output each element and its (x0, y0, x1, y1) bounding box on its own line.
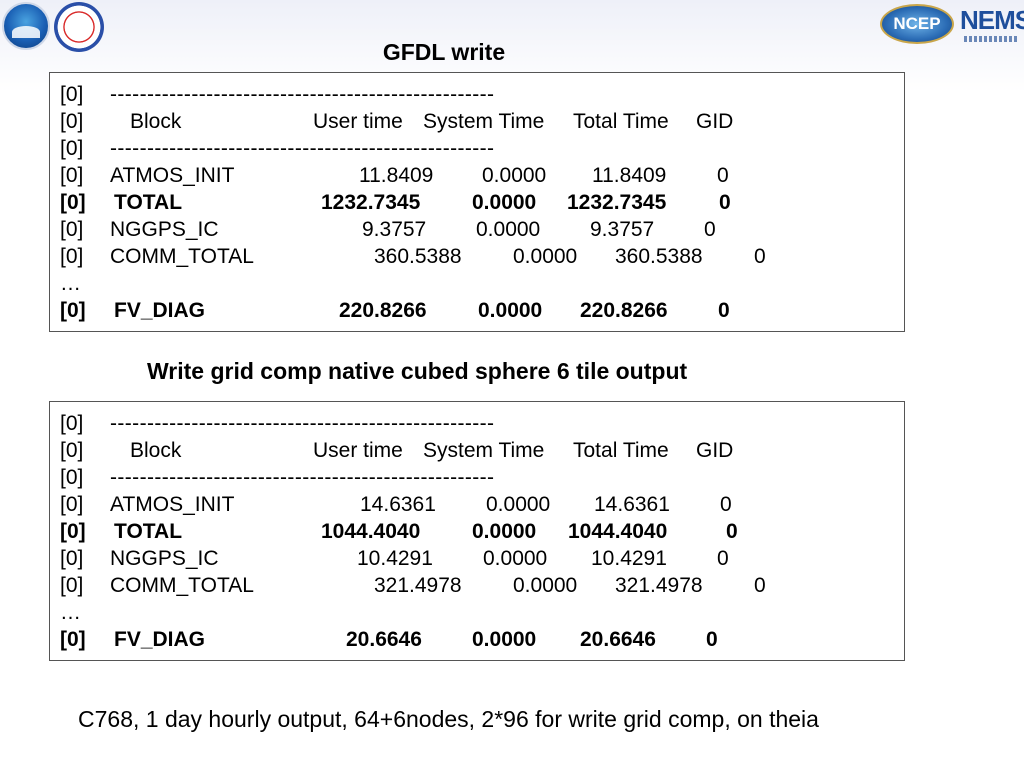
gid: 0 (706, 628, 718, 651)
header-user-time: User time (313, 439, 403, 462)
block-name: TOTAL (114, 520, 183, 543)
timing-table-write-grid: [0] ------------------------------------… (49, 401, 905, 661)
total-time: 14.6361 (594, 493, 670, 516)
system-time: 0.0000 (483, 547, 548, 570)
header-system-time: System Time (423, 110, 545, 133)
row-index: [0] (60, 299, 86, 322)
row-index: [0] (60, 439, 84, 462)
system-time: 0.0000 (513, 574, 578, 597)
page-title: GFDL write (382, 39, 506, 65)
total-time: 360.5388 (615, 245, 703, 268)
gid: 0 (726, 520, 738, 543)
row-index: [0] (60, 547, 84, 570)
total-time: 220.8266 (580, 299, 668, 322)
gid: 0 (704, 218, 716, 241)
system-time: 0.0000 (472, 520, 537, 543)
row-index: [0] (60, 110, 84, 133)
total-time: 11.8409 (592, 164, 667, 187)
timing-table-gfdl: [0] ------------------------------------… (49, 72, 905, 332)
row-index: [0] (60, 137, 84, 160)
user-time: 9.3757 (362, 218, 427, 241)
header-block: Block (130, 439, 182, 462)
system-time: 0.0000 (478, 299, 543, 322)
system-time: 0.0000 (476, 218, 541, 241)
ellipsis: … (60, 272, 81, 295)
total-time: 1232.7345 (567, 191, 667, 214)
noaa-logo-icon (2, 2, 50, 50)
nems-logo-icon: NEMS (960, 5, 1024, 46)
user-time: 360.5388 (374, 245, 462, 268)
row-index: [0] (60, 412, 84, 435)
total-time: 321.4978 (615, 574, 703, 597)
block-name: NGGPS_IC (110, 218, 219, 241)
footer-note: C768, 1 day hourly output, 64+6nodes, 2*… (78, 706, 819, 732)
row-index: [0] (60, 520, 86, 543)
separator-line: ----------------------------------------… (110, 83, 495, 106)
separator-line: ----------------------------------------… (110, 412, 495, 435)
user-time: 11.8409 (359, 164, 434, 187)
gid: 0 (719, 191, 731, 214)
total-time: 10.4291 (591, 547, 667, 570)
ellipsis: … (60, 601, 81, 624)
block-name: ATMOS_INIT (110, 493, 235, 516)
header-total-time: Total Time (573, 110, 669, 133)
header-total-time: Total Time (573, 439, 669, 462)
system-time: 0.0000 (482, 164, 547, 187)
ncep-logo-text: NCEP (893, 14, 941, 33)
user-time: 220.8266 (339, 299, 427, 322)
gid: 0 (720, 493, 732, 516)
block-name: COMM_TOTAL (110, 574, 254, 597)
row-index: [0] (60, 628, 86, 651)
block-name: FV_DIAG (114, 299, 206, 322)
block-name: FV_DIAG (114, 628, 206, 651)
header-gid: GID (696, 110, 734, 133)
row-index: [0] (60, 218, 84, 241)
gid: 0 (717, 547, 729, 570)
row-index: [0] (60, 574, 84, 597)
separator-line: ----------------------------------------… (110, 466, 495, 489)
system-time: 0.0000 (472, 628, 537, 651)
row-index: [0] (60, 191, 86, 214)
user-time: 14.6361 (360, 493, 436, 516)
user-time: 1044.4040 (321, 520, 421, 543)
total-time: 9.3757 (590, 218, 655, 241)
nems-logo-subtext (964, 36, 1018, 42)
total-time: 1044.4040 (568, 520, 668, 543)
header-user-time: User time (313, 110, 403, 133)
user-time: 1232.7345 (321, 191, 421, 214)
row-index: [0] (60, 83, 84, 106)
gid: 0 (717, 164, 729, 187)
ncep-logo-icon: NCEP (880, 4, 954, 44)
block-name: TOTAL (114, 191, 183, 214)
gid: 0 (754, 574, 766, 597)
row-index: [0] (60, 164, 84, 187)
gid: 0 (754, 245, 766, 268)
total-time: 20.6646 (580, 628, 656, 651)
header-gid: GID (696, 439, 734, 462)
block-name: NGGPS_IC (110, 547, 219, 570)
header-system-time: System Time (423, 439, 545, 462)
row-index: [0] (60, 493, 84, 516)
nems-logo-text: NEMS (960, 5, 1024, 35)
user-time: 20.6646 (346, 628, 422, 651)
row-index: [0] (60, 466, 84, 489)
row-index: [0] (60, 245, 84, 268)
system-time: 0.0000 (513, 245, 578, 268)
block-name: ATMOS_INIT (110, 164, 235, 187)
user-time: 321.4978 (374, 574, 462, 597)
header-block: Block (130, 110, 182, 133)
block-name: COMM_TOTAL (110, 245, 254, 268)
system-time: 0.0000 (472, 191, 537, 214)
user-time: 10.4291 (357, 547, 433, 570)
gid: 0 (718, 299, 730, 322)
section-subtitle: Write grid comp native cubed sphere 6 ti… (147, 358, 688, 384)
separator-line: ----------------------------------------… (110, 137, 495, 160)
nws-logo-icon (54, 2, 104, 52)
system-time: 0.0000 (486, 493, 551, 516)
